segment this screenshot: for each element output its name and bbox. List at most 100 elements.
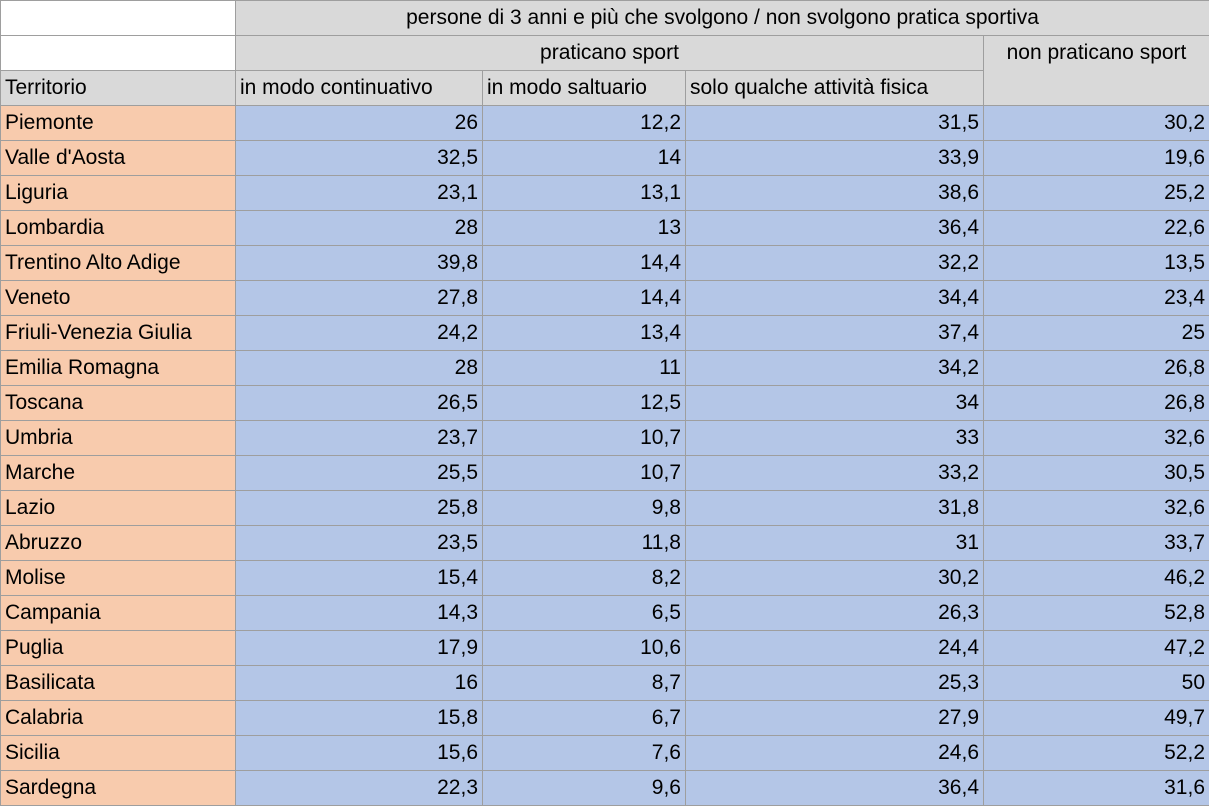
no-practice-value-cell[interactable]: 50 xyxy=(984,666,1209,701)
territory-cell[interactable]: Veneto xyxy=(1,281,236,316)
no-practice-value-cell[interactable]: 25 xyxy=(984,316,1209,351)
territory-cell[interactable]: Liguria xyxy=(1,176,236,211)
no-practice-value-cell[interactable]: 52,8 xyxy=(984,596,1209,631)
continuous-value-cell[interactable]: 23,7 xyxy=(236,421,483,456)
territory-cell[interactable]: Marche xyxy=(1,456,236,491)
group-no-practice-cell[interactable]: non praticano sport xyxy=(984,36,1209,106)
no-practice-value-cell[interactable]: 46,2 xyxy=(984,561,1209,596)
continuous-value-cell[interactable]: 22,3 xyxy=(236,771,483,806)
territory-cell[interactable]: Friuli-Venezia Giulia xyxy=(1,316,236,351)
continuous-value-cell[interactable]: 23,1 xyxy=(236,176,483,211)
physical-value-cell[interactable]: 33,2 xyxy=(686,456,984,491)
continuous-value-cell[interactable]: 26,5 xyxy=(236,386,483,421)
physical-value-cell[interactable]: 26,3 xyxy=(686,596,984,631)
occasional-value-cell[interactable]: 12,2 xyxy=(483,106,686,141)
continuous-value-cell[interactable]: 15,8 xyxy=(236,701,483,736)
territory-header-cell[interactable]: Territorio xyxy=(1,71,236,106)
territory-cell[interactable]: Sardegna xyxy=(1,771,236,806)
physical-value-cell[interactable]: 33 xyxy=(686,421,984,456)
territory-cell[interactable]: Toscana xyxy=(1,386,236,421)
occasional-value-cell[interactable]: 8,2 xyxy=(483,561,686,596)
continuous-value-cell[interactable]: 25,8 xyxy=(236,491,483,526)
territory-cell[interactable]: Piemonte xyxy=(1,106,236,141)
physical-value-cell[interactable]: 31,5 xyxy=(686,106,984,141)
no-practice-value-cell[interactable]: 31,6 xyxy=(984,771,1209,806)
occasional-value-cell[interactable]: 12,5 xyxy=(483,386,686,421)
continuous-value-cell[interactable]: 17,9 xyxy=(236,631,483,666)
physical-value-cell[interactable]: 30,2 xyxy=(686,561,984,596)
continuous-value-cell[interactable]: 14,3 xyxy=(236,596,483,631)
no-practice-value-cell[interactable]: 32,6 xyxy=(984,491,1209,526)
territory-cell[interactable]: Valle d'Aosta xyxy=(1,141,236,176)
occasional-value-cell[interactable]: 10,6 xyxy=(483,631,686,666)
occasional-value-cell[interactable]: 6,7 xyxy=(483,701,686,736)
continuous-value-cell[interactable]: 27,8 xyxy=(236,281,483,316)
occasional-value-cell[interactable]: 11 xyxy=(483,351,686,386)
main-title-cell[interactable]: persone di 3 anni e più che svolgono / n… xyxy=(236,1,1209,36)
continuous-value-cell[interactable]: 32,5 xyxy=(236,141,483,176)
physical-value-cell[interactable]: 34,4 xyxy=(686,281,984,316)
occasional-value-cell[interactable]: 10,7 xyxy=(483,456,686,491)
continuous-value-cell[interactable]: 26 xyxy=(236,106,483,141)
physical-value-cell[interactable]: 34 xyxy=(686,386,984,421)
territory-cell[interactable]: Abruzzo xyxy=(1,526,236,561)
physical-value-cell[interactable]: 36,4 xyxy=(686,771,984,806)
physical-value-cell[interactable]: 31 xyxy=(686,526,984,561)
no-practice-value-cell[interactable]: 30,2 xyxy=(984,106,1209,141)
occasional-value-cell[interactable]: 14,4 xyxy=(483,246,686,281)
territory-cell[interactable]: Emilia Romagna xyxy=(1,351,236,386)
occasional-value-cell[interactable]: 9,6 xyxy=(483,771,686,806)
physical-value-cell[interactable]: 36,4 xyxy=(686,211,984,246)
occasional-value-cell[interactable]: 14 xyxy=(483,141,686,176)
continuous-value-cell[interactable]: 25,5 xyxy=(236,456,483,491)
continuous-value-cell[interactable]: 28 xyxy=(236,211,483,246)
no-practice-value-cell[interactable]: 26,8 xyxy=(984,386,1209,421)
no-practice-value-cell[interactable]: 22,6 xyxy=(984,211,1209,246)
occasional-header-cell[interactable]: in modo saltuario xyxy=(483,71,686,106)
no-practice-value-cell[interactable]: 19,6 xyxy=(984,141,1209,176)
physical-value-cell[interactable]: 24,4 xyxy=(686,631,984,666)
physical-value-cell[interactable]: 37,4 xyxy=(686,316,984,351)
physical-value-cell[interactable]: 31,8 xyxy=(686,491,984,526)
physical-value-cell[interactable]: 25,3 xyxy=(686,666,984,701)
continuous-value-cell[interactable]: 23,5 xyxy=(236,526,483,561)
continuous-value-cell[interactable]: 28 xyxy=(236,351,483,386)
territory-cell[interactable]: Umbria xyxy=(1,421,236,456)
physical-value-cell[interactable]: 34,2 xyxy=(686,351,984,386)
occasional-value-cell[interactable]: 11,8 xyxy=(483,526,686,561)
occasional-value-cell[interactable]: 6,5 xyxy=(483,596,686,631)
occasional-value-cell[interactable]: 14,4 xyxy=(483,281,686,316)
no-practice-value-cell[interactable]: 49,7 xyxy=(984,701,1209,736)
no-practice-value-cell[interactable]: 13,5 xyxy=(984,246,1209,281)
no-practice-value-cell[interactable]: 26,8 xyxy=(984,351,1209,386)
occasional-value-cell[interactable]: 13 xyxy=(483,211,686,246)
territory-cell[interactable]: Calabria xyxy=(1,701,236,736)
occasional-value-cell[interactable]: 7,6 xyxy=(483,736,686,771)
continuous-value-cell[interactable]: 15,4 xyxy=(236,561,483,596)
occasional-value-cell[interactable]: 13,1 xyxy=(483,176,686,211)
occasional-value-cell[interactable]: 13,4 xyxy=(483,316,686,351)
physical-value-cell[interactable]: 24,6 xyxy=(686,736,984,771)
physical-header-cell[interactable]: solo qualche attività fisica xyxy=(686,71,984,106)
territory-cell[interactable]: Basilicata xyxy=(1,666,236,701)
corner-cell[interactable] xyxy=(1,1,236,36)
no-practice-value-cell[interactable]: 25,2 xyxy=(984,176,1209,211)
territory-cell[interactable]: Puglia xyxy=(1,631,236,666)
no-practice-value-cell[interactable]: 30,5 xyxy=(984,456,1209,491)
no-practice-value-cell[interactable]: 52,2 xyxy=(984,736,1209,771)
continuous-header-cell[interactable]: in modo continuativo xyxy=(236,71,483,106)
occasional-value-cell[interactable]: 10,7 xyxy=(483,421,686,456)
territory-cell[interactable]: Lombardia xyxy=(1,211,236,246)
no-practice-value-cell[interactable]: 32,6 xyxy=(984,421,1209,456)
corner-cell[interactable] xyxy=(1,36,236,71)
territory-cell[interactable]: Sicilia xyxy=(1,736,236,771)
no-practice-value-cell[interactable]: 23,4 xyxy=(984,281,1209,316)
physical-value-cell[interactable]: 33,9 xyxy=(686,141,984,176)
physical-value-cell[interactable]: 38,6 xyxy=(686,176,984,211)
physical-value-cell[interactable]: 32,2 xyxy=(686,246,984,281)
continuous-value-cell[interactable]: 24,2 xyxy=(236,316,483,351)
occasional-value-cell[interactable]: 9,8 xyxy=(483,491,686,526)
territory-cell[interactable]: Trentino Alto Adige xyxy=(1,246,236,281)
territory-cell[interactable]: Molise xyxy=(1,561,236,596)
continuous-value-cell[interactable]: 39,8 xyxy=(236,246,483,281)
